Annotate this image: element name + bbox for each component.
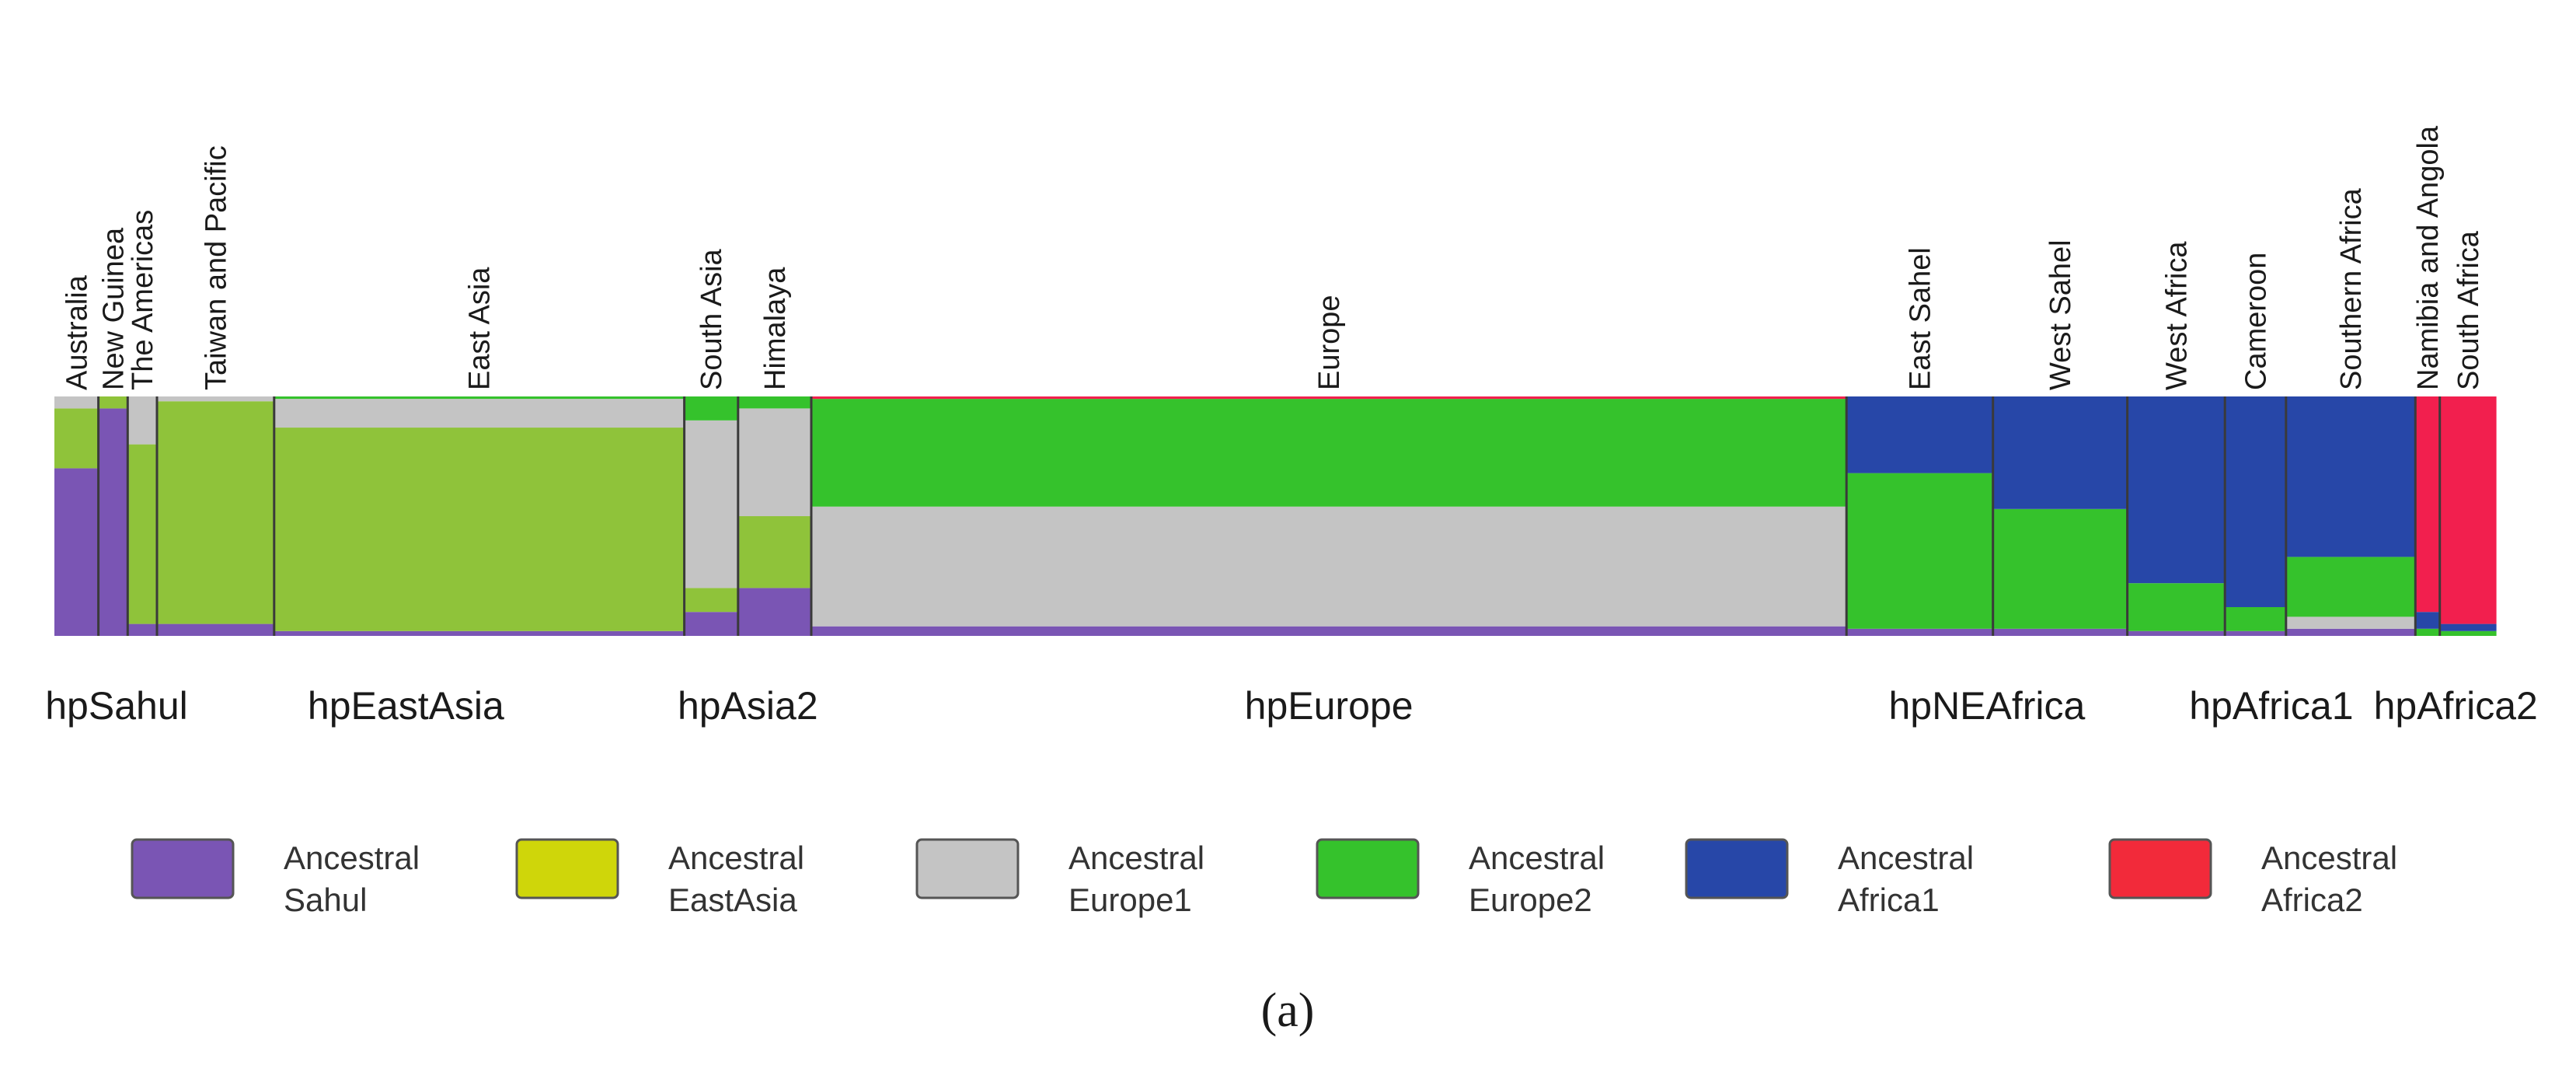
legend-label-line1: Ancestral [284,840,420,876]
bar-segment-europe1 [54,396,99,409]
region-label: East Asia [464,267,497,390]
region-label: South Africa [2452,230,2485,390]
bar-segment-europe1 [157,396,275,402]
legend-label-line1: Ancestral [1469,840,1605,876]
legend: Ancestral Sahul Ancestral EastAsia Ancestral… [131,838,2397,918]
population-group-labels: hpSahul hpEastAsia hpAsia2 hpEurope hpNEAfri… [45,684,2538,728]
bar-segment-sahul [2285,628,2416,636]
region-label: West Africa [2160,241,2193,390]
bar-segment-sahul [2127,630,2226,636]
bar-segment-europe2 [2127,583,2226,631]
legend-swatch-sahul [131,838,235,899]
bar-segment-sahul [274,630,685,636]
bar-segment-europe1 [737,408,812,516]
region-label: West Sahel [2044,239,2077,390]
bar-segment-sahul [737,588,812,636]
region-label: Himalaya [759,267,792,390]
panel-label: (a) [1261,984,1315,1037]
bar-segment-sahul [1846,628,1994,636]
bar-segment-europe2 [1992,508,2128,629]
legend-label-line2: Europe1 [1068,882,1192,918]
region-label: Southern Africa [2335,187,2368,390]
region-label: The Americas [127,210,159,390]
region-label: New Guinea [97,227,130,390]
bar-segment-eastasia [684,588,739,613]
legend-label-line1: Ancestral [1068,840,1204,876]
bar-segment-africa1 [2225,396,2287,607]
bar-segment-sahul [54,468,99,636]
bar-segment-sahul [98,408,128,636]
bar-segment-africa1 [2285,396,2416,557]
legend-label-line2: Africa2 [2261,882,2363,918]
bar-segment-eastasia [157,401,275,624]
legend-label-line2: Europe2 [1469,882,1592,918]
region-label: Taiwan and Pacific [200,145,232,390]
bar-segment-sahul [127,623,158,636]
legend-label-line1: Ancestral [668,840,804,876]
bar-segment-europe2 [684,396,739,421]
bar-segment-europe1 [2285,616,2416,629]
bar-segment-europe2 [811,399,1847,507]
bar-segment-europe1 [127,396,158,445]
bar-segment-europe2 [2285,557,2416,617]
bar-segment-africa1 [2127,396,2226,584]
region-label: Europe [1313,295,1346,390]
population-group-label: hpEastAsia [308,684,504,728]
legend-label-line1: Ancestral [2261,840,2397,876]
admixture-bars [54,396,2497,636]
bar-segment-europe1 [811,506,1847,627]
bar-segment-europe2 [737,396,812,409]
legend-label-line2: EastAsia [668,882,797,918]
bar-segment-eastasia [127,444,158,624]
legend-label-line1: Ancestral [1838,840,1974,876]
bar-segment-africa1 [1846,396,1994,473]
bar-segment-africa2 [2415,396,2441,613]
bar-segment-africa2 [811,396,1847,400]
legend-label-line2: Africa1 [1838,882,1940,918]
legend-swatch-africa2 [2108,838,2212,899]
legend-swatch-africa1 [1685,838,1789,899]
bar-segment-africa1 [2415,612,2441,629]
bar-segment-eastasia [737,516,812,588]
population-group-label: hpAfrica2 [2374,684,2538,728]
bar-segment-africa2 [2439,396,2497,624]
bar-segment-africa1 [2439,623,2497,631]
population-group-label: hpNEAfrica [1888,684,2085,728]
bar-segment-europe2 [274,396,685,400]
bar-segment-eastasia [98,396,128,409]
population-group-label: hpAfrica1 [2189,684,2353,728]
region-label: Namibia and Angola [2412,125,2445,390]
population-group-label: hpEurope [1245,684,1413,728]
legend-swatch-eastasia [515,838,619,899]
bar-segment-eastasia [274,428,685,631]
region-label: Australia [61,274,93,390]
bar-segment-europe2 [2439,630,2497,636]
bar-segment-europe1 [274,399,685,428]
bar-segment-sahul [811,626,1847,636]
bar-segment-sahul [684,612,739,636]
region-separators [97,396,2442,636]
bar-segment-europe1 [684,420,739,588]
bar-segment-eastasia [54,408,99,469]
legend-swatch-europe1 [915,838,1020,899]
bar-segment-europe2 [2415,628,2441,636]
legend-swatch-europe2 [1316,838,1420,899]
bar-segment-sahul [2225,630,2287,636]
bar-segment-sahul [1992,628,2128,636]
bar-segment-africa1 [1992,396,2128,509]
region-label: South Asia [695,248,728,390]
bar-segment-europe2 [1846,473,1994,629]
bar-segment-sahul [157,623,275,636]
region-label: East Sahel [1905,247,1937,390]
bar-segment-europe2 [2225,607,2287,631]
population-group-label: hpAsia2 [678,684,818,728]
region-label: Cameroon [2240,253,2273,390]
legend-label-line2: Sahul [284,882,367,918]
population-group-label: hpSahul [45,684,188,728]
